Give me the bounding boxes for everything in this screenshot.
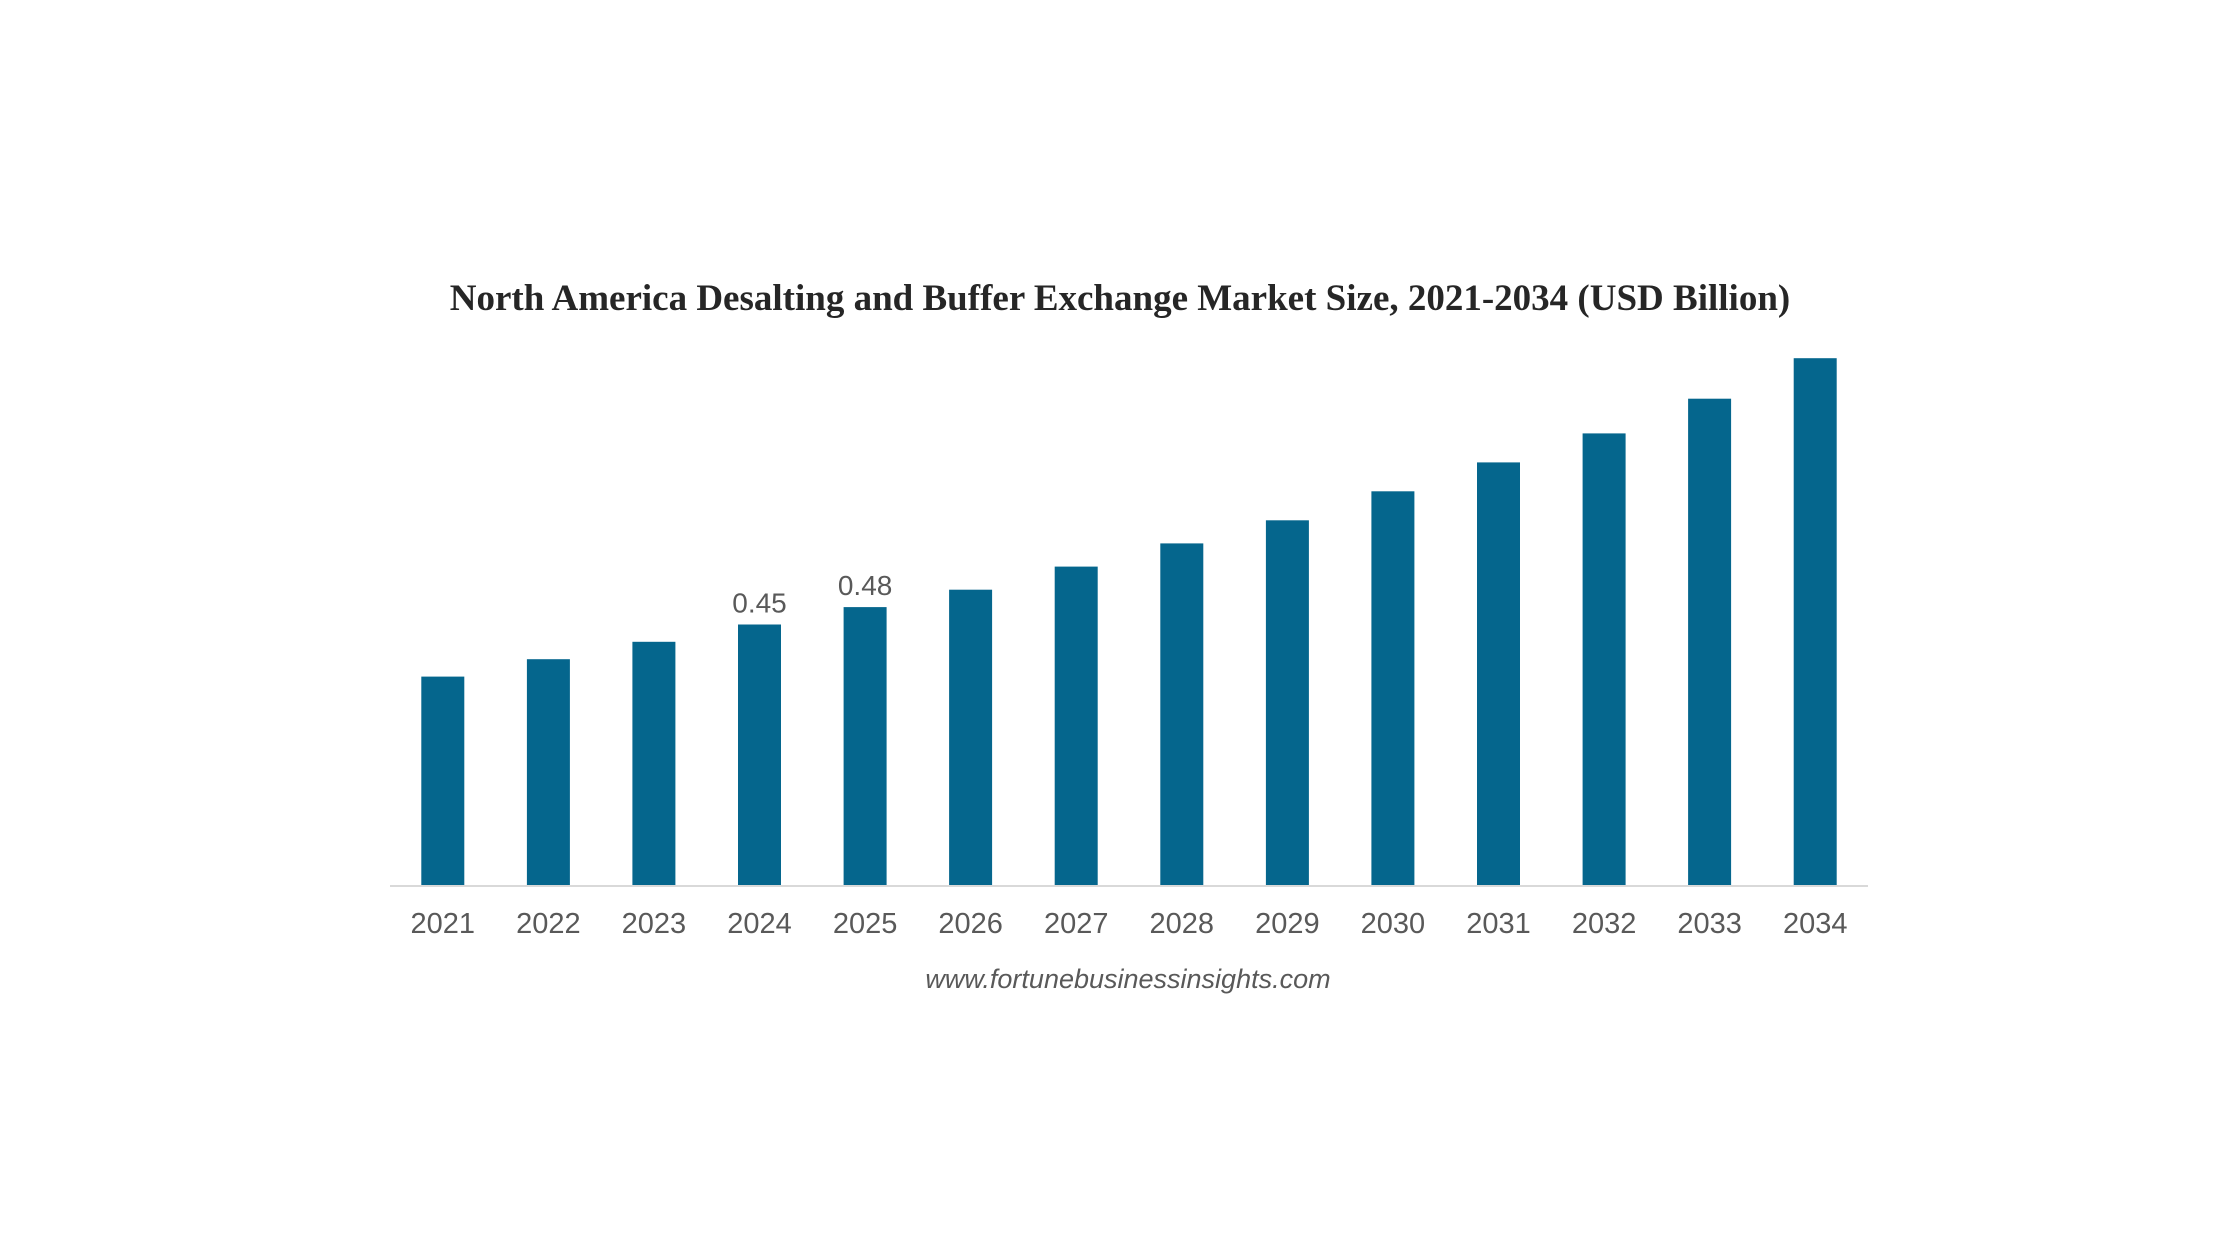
data-label: 0.45 <box>732 588 787 619</box>
bar-2022 <box>526 659 570 885</box>
bar-2031 <box>1477 462 1520 885</box>
x-tick-label: 2024 <box>727 908 792 940</box>
x-tick-label: 2025 <box>833 908 898 940</box>
bars-group <box>421 358 1837 885</box>
bar-2027 <box>1054 566 1098 885</box>
x-tick-label: 2023 <box>622 908 687 940</box>
x-tick-label: 2026 <box>938 908 1003 940</box>
x-tick-label: 2034 <box>1783 908 1848 940</box>
x-tick-label: 2027 <box>1044 908 1109 940</box>
bar-2028 <box>1160 543 1204 885</box>
data-labels: 0.45 0.48 <box>732 570 892 618</box>
bar-2032 <box>1582 433 1626 885</box>
source-label: www.fortunebusinessinsights.com <box>925 964 1330 994</box>
bar-2026 <box>949 589 993 885</box>
x-tick-label: 2021 <box>411 908 476 940</box>
data-label: 0.48 <box>838 570 893 601</box>
bar-2021 <box>421 676 465 885</box>
bar-2034 <box>1793 358 1837 885</box>
x-tick-label: 2032 <box>1572 908 1637 940</box>
x-tick-label: 2030 <box>1361 908 1426 940</box>
x-tick-label: 2031 <box>1466 908 1531 940</box>
x-tick-label: 2022 <box>516 908 581 940</box>
x-tick-labels: 2021 2022 2023 2024 2025 2026 2027 2028 2029 2030… <box>411 908 1848 940</box>
bar-2023 <box>632 641 676 885</box>
bar-2033 <box>1688 398 1732 885</box>
bar-2025 <box>843 607 887 885</box>
x-tick-label: 2029 <box>1255 908 1320 940</box>
x-tick-label: 2033 <box>1677 908 1742 940</box>
chart-title: North America Desalting and Buffer Excha… <box>450 278 1790 319</box>
x-tick-label: 2028 <box>1150 908 1215 940</box>
bar-2030 <box>1371 491 1415 885</box>
bar-2024 <box>738 624 781 885</box>
bar-2029 <box>1265 520 1309 885</box>
